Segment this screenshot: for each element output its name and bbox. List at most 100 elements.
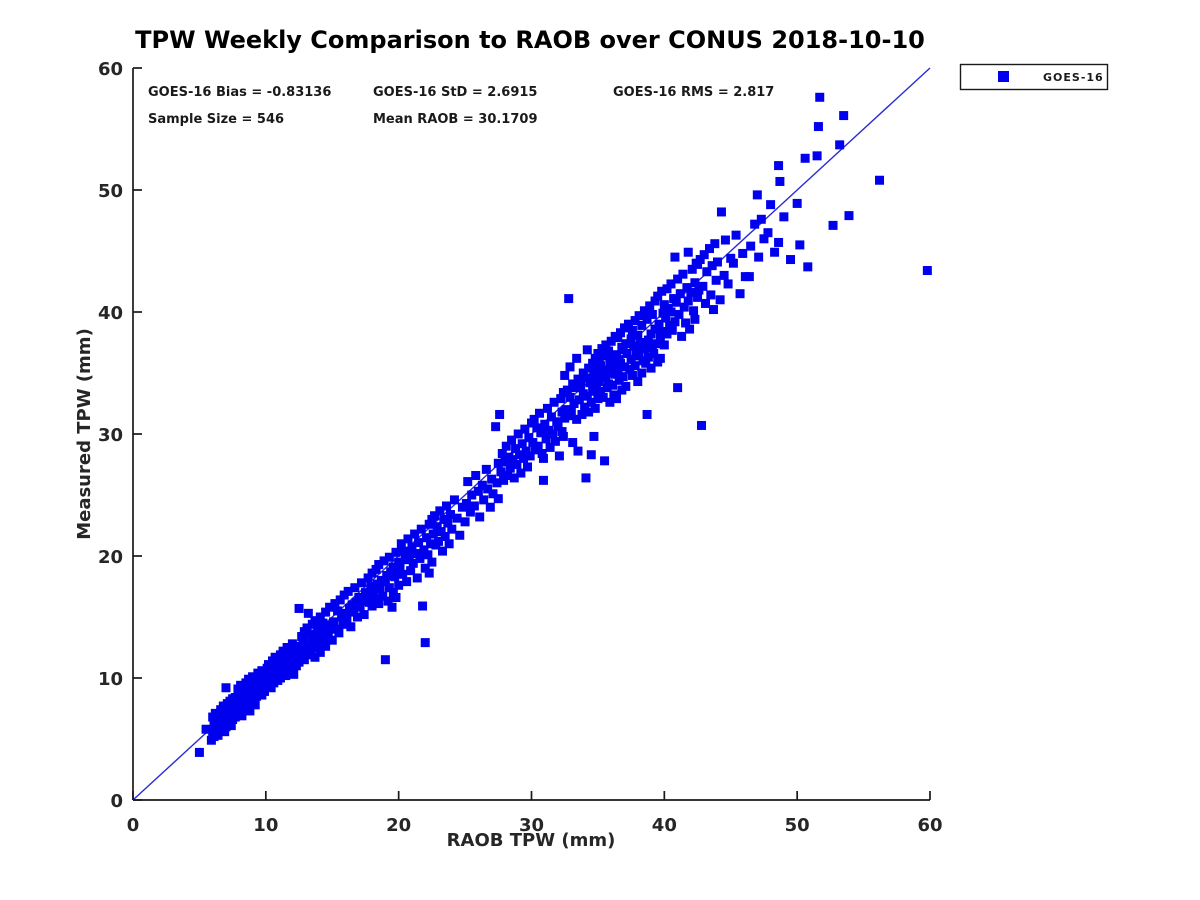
scatter-point bbox=[265, 667, 275, 677]
axis-ticks-layer: 0 10 20 30 40 50 60 0 10 20 30 40 50 60 bbox=[98, 59, 943, 836]
scatter-point bbox=[650, 296, 660, 306]
scatter-point bbox=[350, 583, 360, 593]
scatter-point bbox=[568, 438, 578, 448]
scatter-point bbox=[293, 641, 303, 651]
scatter-point bbox=[523, 462, 533, 472]
scatter-point bbox=[701, 298, 711, 308]
scatter-point bbox=[214, 711, 224, 721]
scatter-point bbox=[371, 564, 381, 574]
scatter-point bbox=[323, 628, 333, 638]
scatter-point bbox=[735, 289, 745, 299]
scatter-point bbox=[665, 320, 675, 330]
scatter-point bbox=[643, 352, 653, 362]
scatter-point bbox=[467, 490, 477, 500]
scatter-point bbox=[315, 612, 325, 622]
scatter-point bbox=[673, 274, 683, 284]
scatter-point bbox=[585, 378, 595, 388]
scatter-point bbox=[483, 484, 493, 494]
scatter-point bbox=[548, 429, 558, 439]
scatter-point bbox=[524, 433, 534, 443]
scatter-point bbox=[552, 417, 562, 427]
scatter-point bbox=[558, 431, 568, 441]
scatter-point bbox=[619, 362, 629, 372]
scatter-point bbox=[460, 517, 470, 527]
scatter-point bbox=[519, 453, 529, 463]
x-tick-label: 60 bbox=[917, 815, 942, 836]
stat-rms: GOES-16 RMS = 2.817 bbox=[613, 85, 774, 100]
scatter-point bbox=[584, 363, 594, 373]
scatter-point bbox=[305, 629, 315, 639]
scatter-point bbox=[257, 666, 267, 676]
scatter-point bbox=[839, 111, 849, 121]
scatter-point bbox=[549, 397, 559, 407]
scatter-point bbox=[475, 512, 485, 522]
scatter-point bbox=[359, 610, 369, 620]
scatter-point bbox=[213, 730, 223, 740]
scatter-point bbox=[576, 380, 586, 390]
scatter-point bbox=[586, 450, 596, 460]
scatter-point bbox=[631, 346, 641, 356]
scatter-point bbox=[731, 230, 741, 240]
scatter-point bbox=[513, 429, 523, 439]
scatter-point bbox=[844, 211, 854, 221]
scatter-point bbox=[621, 339, 631, 349]
scatter-point bbox=[226, 721, 236, 731]
scatter-point bbox=[335, 595, 345, 605]
scatter-point bbox=[746, 241, 756, 251]
scatter-point bbox=[693, 259, 703, 269]
scatter-point bbox=[384, 583, 394, 593]
scatter-point bbox=[578, 368, 588, 378]
scatter-point bbox=[452, 513, 462, 523]
scatter-point bbox=[606, 336, 616, 346]
scatter-point bbox=[623, 319, 633, 329]
scatter-point bbox=[588, 386, 598, 396]
scatter-point bbox=[698, 281, 708, 291]
scatter-point bbox=[600, 351, 610, 361]
scatter-point bbox=[363, 573, 373, 583]
scatter-point bbox=[338, 619, 348, 629]
scatter-point bbox=[315, 647, 325, 657]
scatter-point bbox=[646, 329, 656, 339]
scatter-point bbox=[775, 176, 785, 186]
legend-marker-icon bbox=[998, 71, 1009, 82]
scatter-point bbox=[346, 622, 356, 632]
scatter-point bbox=[463, 477, 473, 487]
scatter-point bbox=[661, 313, 671, 323]
scatter-point bbox=[375, 584, 385, 594]
scatter-point bbox=[633, 377, 643, 387]
scatter-point bbox=[582, 345, 592, 355]
scatter-point bbox=[786, 255, 796, 265]
scatter-point bbox=[593, 348, 603, 358]
scatter-point bbox=[592, 381, 602, 391]
scatter-point bbox=[447, 524, 457, 534]
scatter-point bbox=[379, 556, 389, 566]
scatter-point bbox=[479, 495, 489, 505]
scatter-point bbox=[695, 255, 705, 265]
scatter-point bbox=[537, 449, 547, 459]
scatter-point bbox=[590, 403, 600, 413]
scatter-point bbox=[398, 569, 408, 579]
scatter-point bbox=[461, 499, 471, 509]
scatter-point bbox=[497, 449, 507, 459]
scatter-point bbox=[572, 353, 582, 363]
scatter-point bbox=[582, 391, 592, 401]
scatter-point bbox=[445, 510, 455, 520]
scatter-point bbox=[508, 455, 518, 465]
scatter-point bbox=[534, 408, 544, 418]
scatter-point bbox=[653, 291, 663, 301]
scatter-point bbox=[662, 329, 672, 339]
scatter-point bbox=[449, 495, 459, 505]
scatter-point bbox=[774, 161, 784, 171]
scatter-point bbox=[598, 392, 608, 402]
scatter-point bbox=[390, 572, 400, 582]
scatter-point bbox=[321, 641, 331, 651]
scatter-point bbox=[666, 279, 676, 289]
scatter-point bbox=[557, 427, 567, 437]
scatter-point bbox=[573, 374, 583, 384]
scatter-point bbox=[237, 711, 247, 721]
scatter-point bbox=[554, 451, 564, 461]
scatter-point bbox=[642, 314, 652, 324]
scatter-point bbox=[690, 278, 700, 288]
scatter-point bbox=[221, 683, 231, 693]
scatter-point bbox=[626, 334, 636, 344]
